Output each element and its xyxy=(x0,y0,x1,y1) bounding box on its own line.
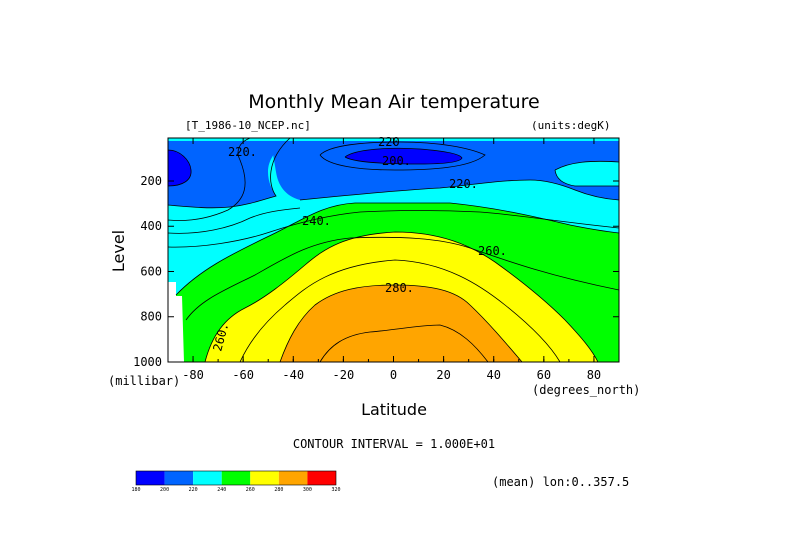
colorbar-tick-label: 320 xyxy=(331,487,340,493)
contour-line xyxy=(168,207,301,234)
x-units: (degrees_north) xyxy=(532,383,640,397)
band-180-200-left xyxy=(168,150,192,186)
colorbar: 180 200 220 240 260 280 300 320 xyxy=(131,470,341,493)
units-label: (units:degK) xyxy=(531,119,610,132)
colorbar-swatch xyxy=(136,471,165,485)
contour-line xyxy=(185,236,619,321)
contour-lines xyxy=(168,138,619,362)
y-axis-label: Level xyxy=(109,230,128,272)
x-tick-label: 40 xyxy=(486,368,500,382)
chart-title: Monthly Mean Air temperature xyxy=(248,91,539,113)
colorbar-swatch xyxy=(164,471,194,485)
no-data-corner xyxy=(168,282,184,362)
colorbar-tick-label: 260 xyxy=(246,487,255,493)
colorbar-tick-label: 240 xyxy=(217,487,226,493)
file-label: [T_1986-10_NCEP.nc] xyxy=(185,119,311,132)
colorbar-tick-label: 220 xyxy=(189,487,198,493)
colorbar-swatch xyxy=(221,471,251,485)
colorbar-tick-label: 280 xyxy=(274,487,283,493)
contour-line xyxy=(239,259,561,362)
contour-labels: 220. 220 200. 220. 240. 260. 280. 260. xyxy=(210,135,507,353)
x-tick-label: -80 xyxy=(182,368,204,382)
contour-label: 280. xyxy=(385,281,414,295)
y-tick-label: 1000 xyxy=(133,355,162,369)
x-tick-label: -60 xyxy=(232,368,254,382)
contour-label: 240. xyxy=(302,214,331,228)
x-tick-label: -20 xyxy=(333,368,355,382)
contour-label: 220. xyxy=(449,177,478,191)
x-tick-label: 20 xyxy=(436,368,450,382)
colorbar-swatch xyxy=(307,471,336,485)
colorbar-swatch xyxy=(250,471,279,485)
contour-line xyxy=(204,231,599,362)
contour-line xyxy=(279,284,523,362)
colorbar-tick-label: 180 xyxy=(131,487,140,493)
x-tick-label: 60 xyxy=(537,368,551,382)
contour-label: 220 xyxy=(378,135,400,149)
colorbar-frame xyxy=(135,470,337,486)
contour-line xyxy=(554,169,619,187)
contour-line xyxy=(344,147,463,165)
x-axis-label: Latitude xyxy=(361,400,427,419)
y-tick-label: 600 xyxy=(140,264,162,278)
contour-label: 260. xyxy=(478,244,507,258)
axes: -80 -60 -40 -20 0 20 40 60 80 200 400 600 800 1000 xyxy=(133,137,620,382)
y-units: (millibar) xyxy=(108,374,180,388)
contour-line xyxy=(319,324,489,362)
colorbar-swatch xyxy=(193,471,222,485)
colorbar-tick-label: 200 xyxy=(160,487,169,493)
contour-line xyxy=(168,149,192,187)
band-280-300 xyxy=(280,285,522,362)
band-180-200-center xyxy=(345,148,462,164)
x-tick-label: -40 xyxy=(282,368,304,382)
contour-interval-text: CONTOUR INTERVAL = 1.000E+01 xyxy=(293,437,495,451)
contour-line xyxy=(168,210,619,248)
x-tick-label: 80 xyxy=(587,368,601,382)
contour-line xyxy=(319,141,486,171)
band-200-220-left xyxy=(168,138,290,208)
contour-line xyxy=(168,138,291,209)
colorbar-tick-label: 300 xyxy=(303,487,312,493)
x-tick-label: 0 xyxy=(390,368,397,382)
y-tick-label: 400 xyxy=(140,219,162,233)
contour-label: 200. xyxy=(382,154,411,168)
plot-area xyxy=(168,138,619,362)
contour-line xyxy=(299,179,619,201)
mean-text: (mean) lon:0..357.5 xyxy=(492,475,629,489)
contour-line xyxy=(175,202,619,296)
contour-line xyxy=(168,138,251,221)
y-tick-label: 800 xyxy=(140,310,162,324)
contour-label: 220. xyxy=(228,145,257,159)
colorbar-swatch xyxy=(278,471,308,485)
y-tick-label: 200 xyxy=(140,174,162,188)
contour-line xyxy=(554,160,619,171)
band-220-240-right xyxy=(555,161,619,186)
